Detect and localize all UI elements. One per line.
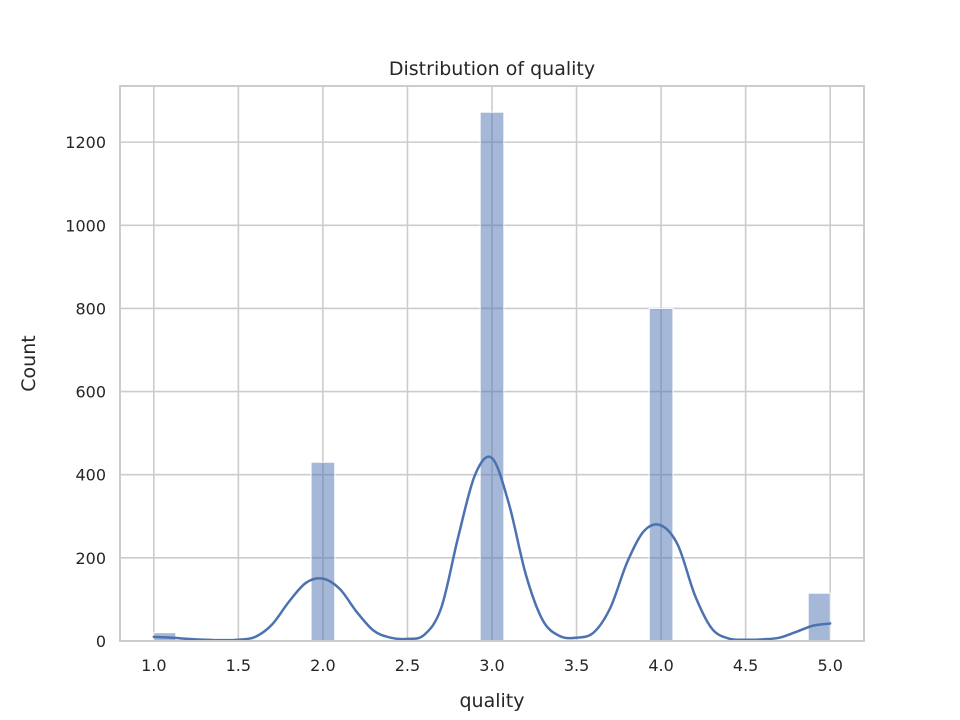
histogram-bar — [807, 592, 831, 642]
histogram-bar — [310, 461, 336, 642]
kde-curve — [152, 455, 832, 642]
x-tick-labels: 1.0 1.5 2.0 2.5 3.0 3.5 4.0 4.5 5.0 — [141, 656, 843, 675]
y-tick-label: 1200 — [65, 133, 106, 152]
y-tick-label: 1000 — [65, 216, 106, 235]
x-tick-label: 1.0 — [141, 656, 166, 675]
x-tick-label: 2.0 — [310, 656, 335, 675]
y-tick-labels: 0 200 400 600 800 1000 1200 — [65, 133, 106, 651]
y-tick-label: 600 — [75, 383, 106, 402]
chart-title: Distribution of quality — [389, 58, 595, 80]
x-tick-label: 4.5 — [733, 656, 758, 675]
y-tick-label: 800 — [75, 299, 106, 318]
x-tick-label: 5.0 — [817, 656, 842, 675]
histogram-bars — [153, 111, 831, 642]
x-tick-label: 3.5 — [564, 656, 589, 675]
y-axis-label: Count — [18, 335, 40, 391]
x-tick-label: 3.0 — [479, 656, 504, 675]
y-tick-label: 200 — [75, 549, 106, 568]
kde-curve-layer — [152, 455, 832, 642]
x-tick-label: 4.0 — [648, 656, 673, 675]
histogram-bar — [648, 307, 674, 642]
plot-frame — [119, 85, 865, 642]
x-axis-label: quality — [460, 690, 525, 712]
x-tick-label: 2.5 — [395, 656, 420, 675]
y-tick-label: 400 — [75, 466, 106, 485]
histogram-bar — [479, 111, 505, 642]
x-tick-label: 1.5 — [226, 656, 251, 675]
y-tick-label: 0 — [96, 632, 106, 651]
